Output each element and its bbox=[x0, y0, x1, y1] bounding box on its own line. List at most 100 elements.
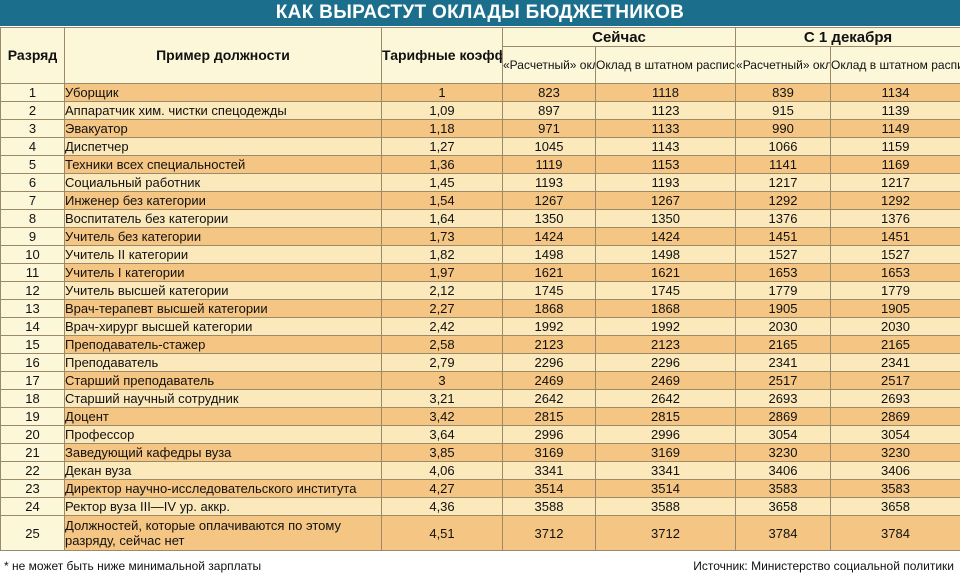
coefficient-cell: 1,73 bbox=[381, 227, 503, 246]
dec-staff-cell: 1653 bbox=[830, 263, 960, 282]
dec-staff-cell: 1292 bbox=[830, 191, 960, 210]
coefficient-cell: 1,45 bbox=[381, 173, 503, 192]
salary-table: Разряд Пример должности Тарифные коэффиц… bbox=[0, 27, 960, 551]
dec-staff-cell: 1139 bbox=[830, 101, 960, 120]
coefficient-cell: 3,85 bbox=[381, 443, 503, 462]
position-cell: Инженер без категории bbox=[64, 191, 382, 210]
rank-cell: 16 bbox=[0, 353, 65, 372]
rank-cell: 19 bbox=[0, 407, 65, 426]
dec-calc-cell: 1905 bbox=[735, 299, 832, 318]
coefficient-cell: 1,09 bbox=[381, 101, 503, 120]
table-row: 15 Преподаватель-стажер 2,58 2123 2123 2165 21… bbox=[0, 335, 960, 354]
dec-calc-cell: 3784 bbox=[735, 515, 832, 551]
now-calc-cell: 2996 bbox=[502, 425, 596, 444]
coefficient-cell: 1,27 bbox=[381, 137, 503, 156]
rank-cell: 15 bbox=[0, 335, 65, 354]
dec-staff-cell: 1169 bbox=[830, 155, 960, 174]
now-staff-cell: 1424 bbox=[594, 227, 737, 246]
dec-calc-cell: 990 bbox=[735, 119, 832, 138]
table-row: 5 Техники всех специальностей 1,36 1119 1153… bbox=[0, 155, 960, 174]
dec-calc-cell: 1217 bbox=[735, 173, 832, 192]
now-staff-cell: 3588 bbox=[594, 497, 737, 516]
dec-calc-cell: 2341 bbox=[735, 353, 832, 372]
now-staff-cell: 1193 bbox=[594, 173, 737, 192]
dec-staff-cell: 2517 bbox=[830, 371, 960, 390]
coefficient-cell: 4,36 bbox=[381, 497, 503, 516]
rank-cell: 7 bbox=[0, 191, 65, 210]
rank-cell: 4 bbox=[0, 137, 65, 156]
rank-cell: 23 bbox=[0, 479, 65, 498]
rank-cell: 6 bbox=[0, 173, 65, 192]
now-calc-cell: 897 bbox=[502, 101, 596, 120]
dec-staff-cell: 1149 bbox=[830, 119, 960, 138]
header-now-staff: Оклад в штатном расписании* bbox=[594, 46, 737, 84]
rank-cell: 11 bbox=[0, 263, 65, 282]
dec-calc-cell: 2869 bbox=[735, 407, 832, 426]
dec-staff-cell: 3054 bbox=[830, 425, 960, 444]
position-cell: Ректор вуза III—IV ур. аккр. bbox=[64, 497, 382, 516]
table-row: 23 Директор научно-исследовательского инс… bbox=[0, 479, 960, 498]
header-position: Пример должности bbox=[64, 27, 382, 84]
dec-staff-cell: 3230 bbox=[830, 443, 960, 462]
dec-staff-cell: 2869 bbox=[830, 407, 960, 426]
position-cell: Заведующий кафедры вуза bbox=[64, 443, 382, 462]
dec-calc-cell: 1376 bbox=[735, 209, 832, 228]
rank-cell: 5 bbox=[0, 155, 65, 174]
table-body: 1 Уборщик 1 823 1118 839 1134 2 Аппаратчик хим. … bbox=[0, 83, 960, 551]
rank-cell: 14 bbox=[0, 317, 65, 336]
dec-staff-cell: 1159 bbox=[830, 137, 960, 156]
table-row: 13 Врач-терапевт высшей категории 2,27 1868… bbox=[0, 299, 960, 318]
now-staff-cell: 2296 bbox=[594, 353, 737, 372]
now-staff-cell: 1123 bbox=[594, 101, 737, 120]
table-row: 25 Должностей, которые оплачиваются по эт… bbox=[0, 515, 960, 551]
coefficient-cell: 2,12 bbox=[381, 281, 503, 300]
now-calc-cell: 1267 bbox=[502, 191, 596, 210]
position-cell: Должностей, которые оплачиваются по этом… bbox=[64, 515, 382, 551]
dec-calc-cell: 2517 bbox=[735, 371, 832, 390]
coefficient-cell: 1,97 bbox=[381, 263, 503, 282]
header-dec-staff: Оклад в штатном расписании* bbox=[830, 46, 960, 84]
now-staff-cell: 1153 bbox=[594, 155, 737, 174]
dec-calc-cell: 1292 bbox=[735, 191, 832, 210]
table-row: 18 Старший научный сотрудник 3,21 2642 2642 2… bbox=[0, 389, 960, 408]
now-staff-cell: 2469 bbox=[594, 371, 737, 390]
dec-calc-cell: 1451 bbox=[735, 227, 832, 246]
now-staff-cell: 1118 bbox=[594, 83, 737, 102]
now-staff-cell: 1267 bbox=[594, 191, 737, 210]
table-row: 2 Аппаратчик хим. чистки спецодежды 1,09 89… bbox=[0, 101, 960, 120]
rank-cell: 13 bbox=[0, 299, 65, 318]
table-row: 17 Старший преподаватель 3 2469 2469 2517 2517 bbox=[0, 371, 960, 390]
header-now-calc: «Расчетный» оклад bbox=[502, 46, 596, 84]
position-cell: Старший преподаватель bbox=[64, 371, 382, 390]
dec-calc-cell: 3230 bbox=[735, 443, 832, 462]
table-row: 22 Декан вуза 4,06 3341 3341 3406 3406 bbox=[0, 461, 960, 480]
dec-staff-cell: 3583 bbox=[830, 479, 960, 498]
now-staff-cell: 3341 bbox=[594, 461, 737, 480]
position-cell: Профессор bbox=[64, 425, 382, 444]
rank-cell: 3 bbox=[0, 119, 65, 138]
rank-cell: 25 bbox=[0, 515, 65, 551]
table-row: 9 Учитель без категории 1,73 1424 1424 1451 14… bbox=[0, 227, 960, 246]
coefficient-cell: 2,42 bbox=[381, 317, 503, 336]
now-staff-cell: 2815 bbox=[594, 407, 737, 426]
rank-cell: 22 bbox=[0, 461, 65, 480]
dec-calc-cell: 915 bbox=[735, 101, 832, 120]
table-header: Разряд Пример должности Тарифные коэффиц… bbox=[0, 27, 960, 84]
table-row: 16 Преподаватель 2,79 2296 2296 2341 2341 bbox=[0, 353, 960, 372]
now-calc-cell: 1621 bbox=[502, 263, 596, 282]
dec-calc-cell: 1779 bbox=[735, 281, 832, 300]
dec-staff-cell: 2165 bbox=[830, 335, 960, 354]
now-calc-cell: 2469 bbox=[502, 371, 596, 390]
rank-cell: 20 bbox=[0, 425, 65, 444]
table-row: 1 Уборщик 1 823 1118 839 1134 bbox=[0, 83, 960, 102]
now-staff-cell: 3169 bbox=[594, 443, 737, 462]
rank-cell: 9 bbox=[0, 227, 65, 246]
dec-calc-cell: 1141 bbox=[735, 155, 832, 174]
table-row: 12 Учитель высшей категории 2,12 1745 1745 17… bbox=[0, 281, 960, 300]
now-staff-cell: 1350 bbox=[594, 209, 737, 228]
table-row: 19 Доцент 3,42 2815 2815 2869 2869 bbox=[0, 407, 960, 426]
dec-staff-cell: 1779 bbox=[830, 281, 960, 300]
position-cell: Техники всех специальностей bbox=[64, 155, 382, 174]
now-staff-cell: 2996 bbox=[594, 425, 737, 444]
